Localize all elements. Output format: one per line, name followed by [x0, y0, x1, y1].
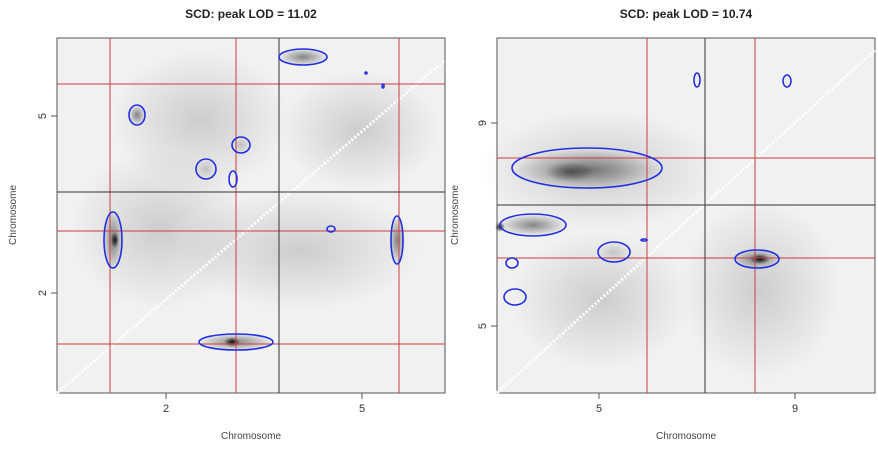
- heatmap: [480, 48, 877, 395]
- y-axis-label: Chromosome: [8, 185, 19, 245]
- y-tick-label: 9: [477, 120, 489, 126]
- contours: [499, 72, 792, 306]
- x-tick-label: 5: [359, 403, 365, 415]
- panel-title: SCD: peak LOD = 11.02: [185, 7, 317, 21]
- y-axis-label: Chromosome: [450, 185, 461, 245]
- panel-2: SCD: peak LOD = 10.74: [450, 7, 877, 442]
- x-axis-label: Chromosome: [221, 431, 281, 442]
- y-tick-label: 5: [37, 113, 49, 119]
- marker-lines: [497, 38, 875, 393]
- panel-1: SCD: peak LOD = 11.02: [8, 7, 446, 442]
- x-axis-label: Chromosome: [656, 431, 716, 442]
- x-tick-label: 2: [163, 403, 169, 415]
- x-tick-label: 5: [596, 403, 602, 415]
- y-tick-label: 2: [37, 290, 49, 296]
- y-tick-label: 5: [477, 323, 489, 329]
- heatmap: [56, 48, 446, 395]
- contours: [103, 48, 404, 351]
- panel-title: SCD: peak LOD = 10.74: [620, 7, 753, 21]
- x-tick-label: 9: [792, 403, 798, 415]
